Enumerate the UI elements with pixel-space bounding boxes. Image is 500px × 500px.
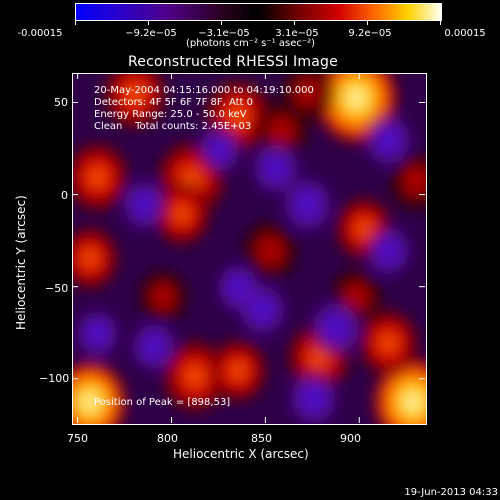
heatmap-source bbox=[73, 224, 121, 293]
colorbar-tick bbox=[148, 21, 149, 25]
date-stamp: 19-Jun-2013 04:33 bbox=[404, 487, 498, 498]
heatmap-source bbox=[101, 74, 169, 132]
heatmap-source bbox=[127, 317, 181, 376]
colorbar-tick bbox=[440, 21, 441, 25]
heatmap-image bbox=[73, 74, 426, 424]
x-tick-label: 750 bbox=[67, 432, 88, 445]
annotation-clean-counts: Clean Total counts: 2.45E+03 bbox=[94, 121, 252, 132]
y-tick-label: −50 bbox=[45, 282, 69, 295]
colorbar-tick bbox=[75, 21, 76, 25]
heatmap-source bbox=[194, 121, 245, 178]
heatmap-source bbox=[306, 295, 366, 362]
heatmap-source bbox=[73, 139, 132, 215]
heatmap-source bbox=[356, 307, 421, 379]
heatmap-source bbox=[118, 175, 171, 234]
colorbar-tick-label: −3.1e−05 bbox=[198, 28, 250, 39]
y-axis-label: Heliocentric Y (arcsec) bbox=[14, 195, 28, 330]
annotation-energy-range: Energy Range: 25.0 - 50.0 keV bbox=[94, 109, 247, 120]
colorbar-tick-label: −9.2e−05 bbox=[125, 28, 177, 39]
annotation-detectors: Detectors: 4F 5F 6F 7F 8F, Att 0 bbox=[94, 97, 254, 108]
y-tick-label: −100 bbox=[39, 372, 70, 385]
heatmap-source bbox=[213, 259, 264, 316]
heatmap-source bbox=[73, 359, 129, 424]
heatmap-source bbox=[137, 267, 190, 326]
colorbar-tick-label: 0.00015 bbox=[444, 28, 486, 39]
colorbar-tick-label: 3.1e−05 bbox=[275, 28, 319, 39]
heatmap-source bbox=[207, 336, 269, 405]
colorbar bbox=[75, 3, 442, 21]
heatmap-source bbox=[362, 221, 415, 281]
source-layer bbox=[73, 74, 426, 424]
colorbar-tick bbox=[221, 21, 222, 25]
colorbar-units-label: (photons cm⁻² s⁻¹ asec⁻²) bbox=[186, 38, 316, 49]
x-tick-label: 800 bbox=[157, 432, 178, 445]
plot-area: 20-May-2004 04:15:16.000 to 04:19:10.000… bbox=[72, 73, 427, 425]
x-axis-label: Heliocentric X (arcsec) bbox=[173, 447, 309, 461]
x-tick-label: 900 bbox=[340, 432, 361, 445]
x-tick-label: 850 bbox=[251, 432, 272, 445]
colorbar-tick-label: 9.2e−05 bbox=[348, 28, 392, 39]
heatmap-source bbox=[284, 366, 342, 424]
heatmap-source bbox=[73, 305, 123, 362]
colorbar-tick bbox=[294, 21, 295, 25]
chart-title: Reconstructed RHESSI Image bbox=[128, 54, 338, 70]
colorbar-tick-label: -0.00015 bbox=[17, 28, 63, 39]
y-tick-label: 50 bbox=[54, 96, 68, 109]
colorbar-tick bbox=[367, 21, 368, 25]
heatmap-source bbox=[361, 109, 416, 171]
heatmap-source bbox=[280, 74, 336, 124]
heatmap-source bbox=[240, 218, 300, 284]
y-tick-label: 0 bbox=[61, 189, 68, 202]
annotation-peak-position: Position of Peak = [898,53] bbox=[94, 397, 231, 408]
heatmap-source bbox=[248, 137, 304, 199]
annotation-time-range: 20-May-2004 04:15:16.000 to 04:19:10.000 bbox=[94, 85, 314, 96]
